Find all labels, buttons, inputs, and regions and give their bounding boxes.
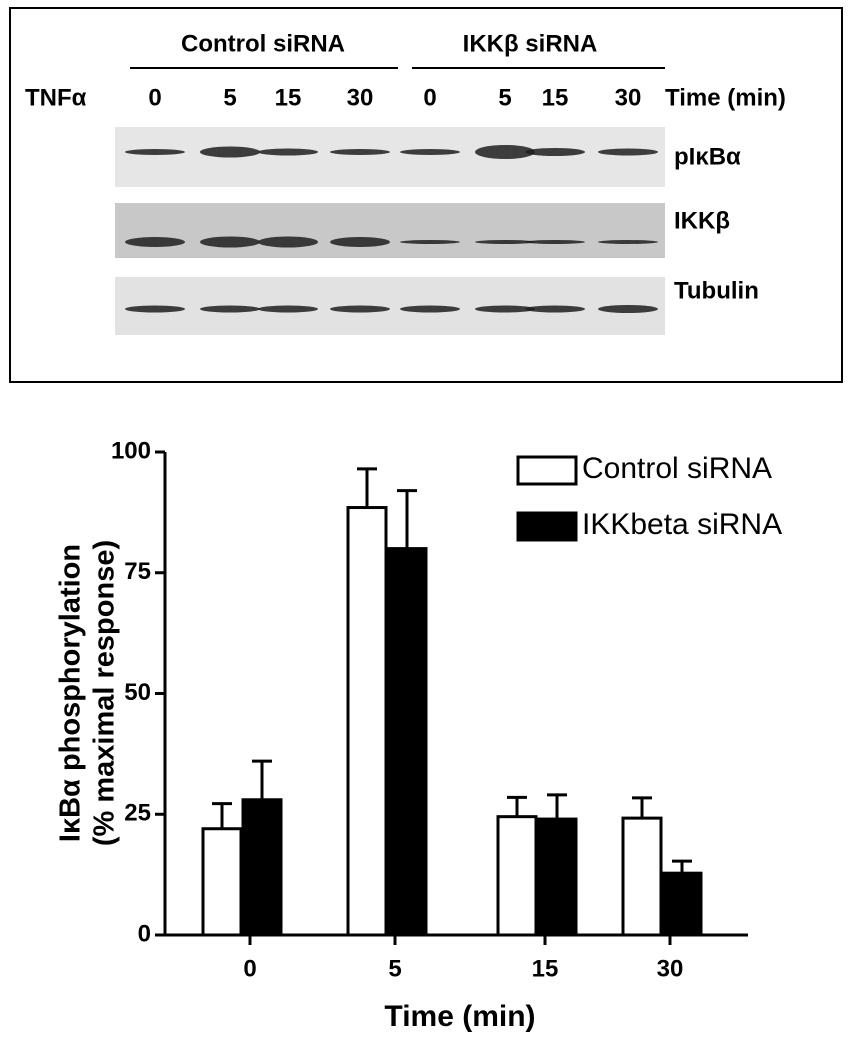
- group-label: IKKβ siRNA: [463, 30, 598, 57]
- bar: [201, 827, 243, 937]
- band-label: pIκBα: [674, 143, 741, 170]
- blot-band: [475, 145, 535, 159]
- error-bar: [632, 796, 652, 819]
- x-axis-title: Time (min): [384, 1000, 535, 1033]
- legend-label: IKKbeta siRNA: [582, 508, 782, 541]
- bar: [536, 817, 578, 937]
- blot-band: [400, 305, 460, 313]
- blot-band: [330, 149, 390, 155]
- error-bar: [547, 793, 567, 820]
- blot-frame: [9, 7, 843, 383]
- y-axis-title: (% maximal response): [89, 540, 121, 846]
- blot-band: [598, 305, 658, 313]
- blot-band: [330, 237, 390, 247]
- lane-label: 15: [542, 84, 569, 111]
- blot-band: [258, 148, 318, 156]
- bar: [496, 815, 538, 937]
- band-label: IKKβ: [674, 207, 730, 234]
- blot-band: [475, 305, 535, 313]
- blot-band: [525, 148, 585, 156]
- x-tick-label: 30: [657, 955, 684, 982]
- lane-label: 5: [223, 84, 236, 111]
- lane-label: 0: [148, 84, 161, 111]
- band-label: Tubulin: [674, 277, 759, 304]
- bar: [346, 506, 388, 937]
- x-tick-label: 5: [388, 955, 401, 982]
- y-axis-title: IκBα phosphorylation: [55, 544, 87, 842]
- lane-label: 0: [423, 84, 436, 111]
- lane-unit: Time (min): [665, 84, 786, 111]
- y-tick-label: 50: [124, 679, 151, 706]
- lane-label: 30: [347, 84, 374, 111]
- lane-label: 30: [615, 84, 642, 111]
- legend-swatch: [516, 455, 578, 486]
- bar: [241, 798, 283, 937]
- error-bar: [507, 795, 527, 817]
- error-bar: [397, 489, 417, 549]
- error-bar: [252, 759, 272, 800]
- blot-band: [200, 305, 260, 313]
- lane-label: 15: [275, 84, 302, 111]
- group-label: Control siRNA: [181, 30, 345, 57]
- y-tick-label: 25: [124, 800, 151, 827]
- bar: [386, 547, 428, 937]
- lane-label: 5: [498, 84, 511, 111]
- error-bar: [672, 859, 692, 874]
- blot-band: [258, 305, 318, 313]
- y-tick-label: 0: [138, 920, 151, 947]
- blot-band: [475, 240, 535, 244]
- blot-band: [525, 240, 585, 244]
- blot-band: [125, 305, 185, 313]
- blot-strip: [115, 203, 665, 258]
- bar: [661, 871, 703, 937]
- blot-band: [125, 149, 185, 155]
- blot-strip: [115, 277, 665, 335]
- blot-band: [400, 149, 460, 155]
- blot-band: [258, 236, 318, 248]
- legend-swatch: [516, 511, 578, 542]
- x-tick-label: 0: [243, 955, 256, 982]
- blot-band: [125, 237, 185, 247]
- blot-band: [400, 240, 460, 244]
- blot-strip: [115, 127, 665, 187]
- blot-band: [330, 305, 390, 313]
- error-bar: [212, 802, 232, 829]
- x-tick-label: 15: [532, 955, 559, 982]
- blot-band: [598, 148, 658, 156]
- y-tick-label: 100: [111, 437, 151, 464]
- blot-band: [200, 146, 260, 158]
- blot-band: [200, 236, 260, 248]
- blot-band: [525, 305, 585, 313]
- bar: [621, 816, 663, 937]
- error-bar: [357, 467, 377, 508]
- y-tick-label: 75: [124, 558, 151, 585]
- treatment-label: TNFα: [25, 84, 87, 111]
- blot-band: [598, 240, 658, 244]
- legend-label: Control siRNA: [582, 452, 772, 485]
